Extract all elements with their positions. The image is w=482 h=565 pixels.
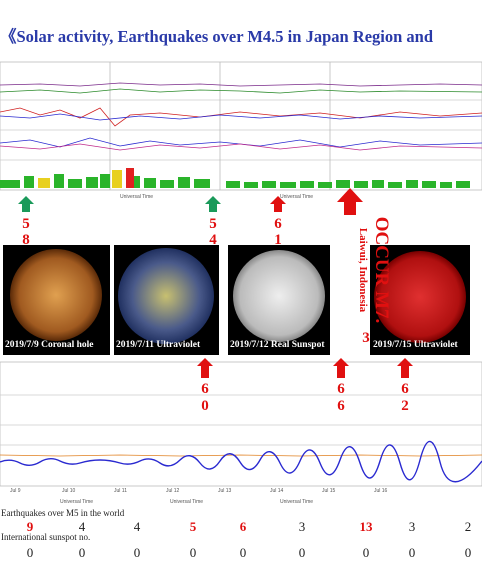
event-text: OCCUR M7. [371,217,392,324]
x-tick-label: Jul 10 [62,488,76,494]
x-tick-label: Jul 15 [322,488,336,494]
marker-digit: 6 [337,398,345,414]
marker-digit: 8 [22,232,30,248]
event-text: Laiwui, Indonesia [357,228,369,313]
x-tick-label: Jul 11 [114,488,127,494]
bottom-plots [0,361,482,487]
sunspot-count: 0 [363,545,370,560]
marker-digit: 5 [209,216,217,232]
earthquake-count: 3 [409,519,416,534]
arrow [18,196,34,212]
earthquake-count: 2 [465,519,472,534]
arrow [270,196,286,212]
arrow [333,358,349,378]
sunspot-count: 0 [465,545,472,560]
sunspot-count: 0 [190,545,197,560]
earthquake-count: 9 [27,519,34,534]
marker-digit: 6 [274,216,282,232]
marker-digit: 6 [201,381,209,397]
x-tick-label: Jul 12 [166,488,180,494]
marker-digit: 5 [22,216,30,232]
earthquake-count: 3 [299,519,306,534]
axis-label: Universal Time [60,499,93,505]
marker-digit: 6 [401,381,409,397]
event-arrow [337,188,363,215]
axis-label: Universal Time [280,499,313,505]
solar-images [3,245,470,355]
marker-digit: 1 [274,232,282,248]
marker-digit: 0 [201,398,209,414]
sunspot-count: 0 [240,545,247,560]
arrow [397,358,413,378]
title: 《Solar activity, Earthquakes over M4.5 i… [0,27,433,46]
axis-label: Universal Time [280,194,313,200]
arrow [197,358,213,378]
marker-digit: 6 [337,381,345,397]
sunspot-count: 0 [134,545,141,560]
x-tick-label: Jul 13 [218,488,232,494]
x-tick-label: Jul 9 [10,488,21,494]
sunspot-count: 0 [409,545,416,560]
x-tick-label: Jul 14 [270,488,284,494]
axis-label: Universal Time [120,194,153,200]
image-caption: 2019/7/11 Ultraviolet [116,340,201,350]
image-caption: 2019/7/9 Coronal hole [5,340,94,350]
sunspot-count: 0 [27,545,34,560]
row-label: International sunspot no. [1,532,90,542]
image-caption: 2019/7/15 Ultraviolet [373,340,459,350]
earthquake-count: 4 [79,519,86,534]
image-caption: 2019/7/12 Real Sunspot [230,340,325,350]
axis-label: Universal Time [170,499,203,505]
earthquake-count: 5 [190,519,197,534]
top-plots [0,61,482,191]
sunspot-count: 0 [299,545,306,560]
event-text: 3 [362,330,370,346]
earthquake-count: 6 [240,519,247,534]
earthquake-count: 4 [134,519,141,534]
row-label: Earthquakes over M5 in the world [1,508,125,518]
earthquake-count: 13 [360,519,374,534]
marker-digit: 2 [401,398,409,414]
sunspot-count: 0 [79,545,86,560]
arrow [205,196,221,212]
marker-digit: 4 [209,232,217,248]
x-tick-label: Jul 16 [374,488,388,494]
